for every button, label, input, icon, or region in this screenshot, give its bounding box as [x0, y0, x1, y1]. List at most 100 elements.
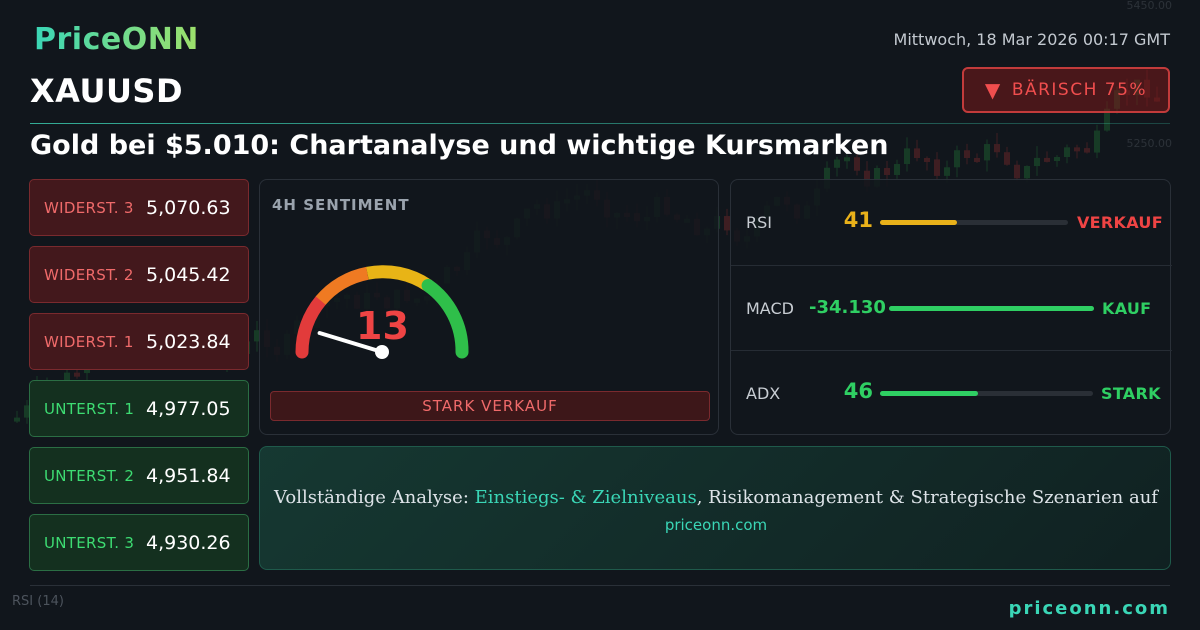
cta-prefix: Vollständige Analyse: [274, 487, 475, 508]
bg-candle-body [924, 157, 930, 162]
bg-candle-body [974, 157, 980, 162]
cta-highlight: Einstiegs- & Zielniveaus [474, 487, 697, 508]
symbol-title: XAUUSD [30, 72, 184, 110]
bg-candle-body [824, 167, 830, 189]
indicator-name: ADX [746, 384, 781, 403]
bg-price-tick: 5450.00 [1127, 0, 1173, 12]
indicator-signal: VERKAUF [1077, 213, 1163, 232]
footer-divider [30, 585, 1170, 586]
level-label: UNTERST. 1 [44, 399, 135, 418]
sentiment-panel: 4H SENTIMENT 13 STARK VERKAUF [259, 179, 719, 435]
level-label: WIDERST. 1 [44, 332, 134, 351]
indicator-value: 41 [843, 208, 873, 232]
bg-candle-body [864, 170, 870, 187]
cta-text: Vollständige Analyse: Einstiegs- & Zieln… [260, 487, 1172, 508]
bg-indicator-tag: RSI (14) [12, 594, 64, 609]
indicator-bar [880, 391, 1093, 396]
bg-candle-body [984, 144, 990, 161]
logo[interactable]: PriceONN [34, 22, 199, 57]
level-value: 4,930.26 [146, 531, 231, 554]
cta-panel[interactable]: Vollständige Analyse: Einstiegs- & Zieln… [259, 446, 1171, 570]
level-item: UNTERST. 3 4,930.26 [29, 514, 249, 571]
bg-candle-body [1094, 130, 1100, 153]
level-value: 5,070.63 [146, 196, 231, 219]
bg-candle-body [994, 144, 1000, 153]
level-label: WIDERST. 3 [44, 198, 134, 217]
sentiment-label: STARK VERKAUF [270, 391, 710, 421]
gauge-arc-green [421, 279, 469, 359]
level-value: 5,023.84 [146, 330, 231, 353]
timestamp: Mittwoch, 18 Mar 2026 00:17 GMT [893, 30, 1170, 49]
bg-candle-body [1074, 147, 1080, 152]
level-item: WIDERST. 3 5,070.63 [29, 179, 249, 236]
bg-candle-body [874, 168, 880, 187]
bg-candle-body [64, 372, 70, 386]
indicator-bar-fill [880, 391, 978, 396]
gauge-arc-yellow [366, 265, 432, 292]
level-item: WIDERST. 1 5,023.84 [29, 313, 249, 370]
gauge-needle [317, 331, 384, 354]
bg-candle-body [854, 157, 860, 171]
gauge-arc-red [295, 294, 328, 359]
bg-candle-body [1044, 157, 1050, 162]
bg-candle-body [74, 372, 80, 377]
bg-candle-body [894, 164, 900, 175]
indicator-bar [889, 306, 1094, 311]
bg-price-tick: 5250.00 [1127, 137, 1173, 150]
bg-candle-body [914, 148, 920, 158]
bg-candle-body [954, 150, 960, 168]
bg-candle-body [1034, 157, 1040, 167]
bg-candle-body [1084, 148, 1090, 153]
level-item: WIDERST. 2 5,045.42 [29, 246, 249, 303]
sentiment-title: 4H SENTIMENT [272, 196, 410, 214]
bg-candle-body [1004, 152, 1010, 165]
gauge-needle-hub [375, 345, 389, 359]
level-label: UNTERST. 3 [44, 533, 135, 552]
indicator-bar-fill [889, 306, 1094, 311]
footer-url[interactable]: priceonn.com [1008, 598, 1170, 619]
indicator-row: ADX 46 STARK [731, 350, 1172, 435]
down-triangle-icon: ▼ [984, 78, 1002, 102]
indicator-bar-fill [880, 220, 958, 225]
indicator-row: RSI 41 VERKAUF [731, 180, 1172, 265]
level-item: UNTERST. 2 4,951.84 [29, 447, 249, 504]
gauge-value: 13 [356, 304, 409, 348]
level-value: 5,045.42 [146, 263, 231, 286]
page-title: Gold bei $5.010: Chartanalyse und wichti… [30, 130, 889, 161]
bg-candle-body [24, 405, 30, 418]
bg-candle-body [1104, 108, 1110, 131]
bg-candle-body [1024, 166, 1030, 179]
bg-candle-body [884, 168, 890, 175]
level-label: UNTERST. 2 [44, 466, 135, 485]
indicators-panel: RSI 41 VERKAUF MACD -34.130 KAUF ADX 46 … [730, 179, 1172, 435]
bg-candle-body [944, 167, 950, 176]
bg-candle-body [1014, 164, 1020, 179]
bg-candle-body [14, 417, 20, 422]
gauge-arc-orange [315, 266, 369, 305]
bg-candle-body [724, 216, 730, 231]
indicator-signal: KAUF [1102, 299, 1152, 318]
indicator-value: -34.130 [809, 297, 886, 318]
sentiment-gauge [295, 265, 469, 359]
bg-candle-body [934, 159, 940, 176]
level-label: WIDERST. 2 [44, 265, 134, 284]
level-value: 4,951.84 [146, 464, 231, 487]
indicator-signal: STARK [1101, 384, 1161, 403]
indicator-row: MACD -34.130 KAUF [731, 265, 1172, 350]
bg-candle-body [904, 148, 910, 165]
indicator-name: RSI [746, 213, 772, 232]
bg-candle-body [254, 330, 260, 342]
indicator-name: MACD [746, 299, 794, 318]
cta-link[interactable]: priceonn.com [664, 516, 768, 534]
levels-list: WIDERST. 3 5,070.63 WIDERST. 2 5,045.42 … [29, 179, 249, 581]
bg-candle-body [844, 157, 850, 162]
cta-suffix: , Risikomanagement & Strategische Szenar… [696, 487, 1158, 508]
logo-text: PriceONN [34, 22, 199, 57]
level-value: 4,977.05 [146, 397, 231, 420]
bg-candle-body [1064, 147, 1070, 157]
bg-indicator-label: RSI [12, 594, 34, 609]
bg-candle-body [1054, 156, 1060, 161]
indicator-value: 46 [843, 379, 873, 403]
bg-candle-body [834, 159, 840, 168]
bg-candle-body [964, 150, 970, 158]
